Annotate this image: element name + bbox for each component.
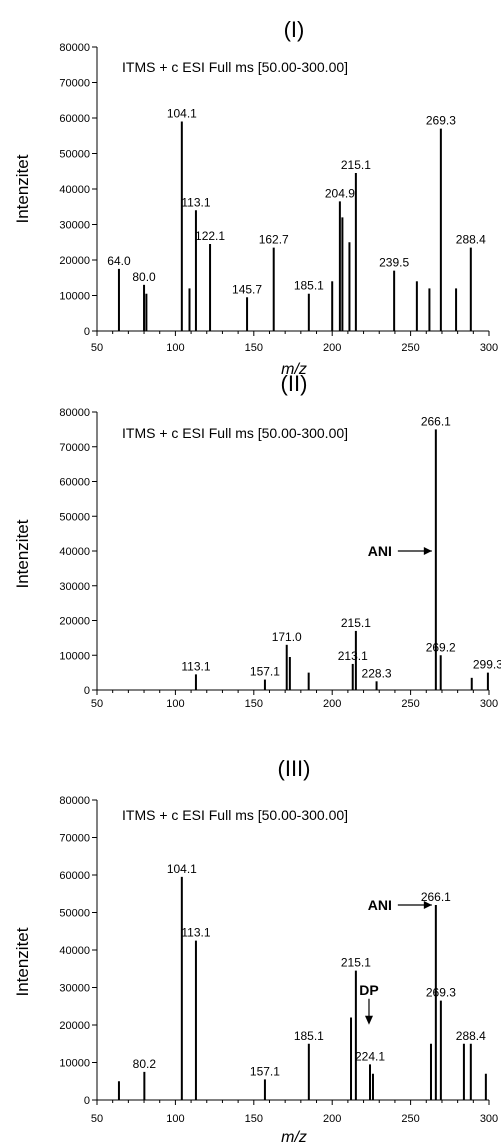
arrow-head (423, 901, 432, 909)
y-tick-label: 50000 (59, 149, 90, 161)
peak-label: 113.1 (181, 195, 210, 209)
x-tick-label: 50 (91, 698, 103, 710)
peak-label: 113.1 (181, 659, 210, 673)
y-tick-label: 0 (84, 1095, 90, 1107)
peak-label: 113.1 (181, 926, 210, 940)
spectrum-panel-1: (I) ITMS + c ESI Full ms [50.00-300.00] … (13, 17, 498, 378)
x-tick-label: 250 (401, 698, 419, 710)
x-axis-title: m/z (281, 361, 307, 378)
peak-label: 269.3 (426, 986, 456, 1000)
scan-info-text: ITMS + c ESI Full ms [50.00-300.00] (122, 425, 348, 441)
x-tick-label: 200 (323, 342, 341, 354)
annotation-label: ANI (368, 543, 392, 559)
x-tick-label: 300 (480, 698, 498, 710)
y-tick-label: 10000 (59, 291, 90, 303)
arrow-head (423, 547, 432, 555)
scan-info-text: ITMS + c ESI Full ms [50.00-300.00] (122, 807, 348, 823)
x-tick-label: 50 (91, 342, 103, 354)
y-tick-label: 20000 (59, 1020, 90, 1032)
peak-label: 122.1 (195, 229, 225, 243)
peak-label: 215.1 (341, 616, 371, 630)
y-tick-label: 40000 (59, 184, 90, 196)
peak-label: 162.7 (259, 233, 289, 247)
x-tick-label: 150 (245, 698, 263, 710)
peak-label: 145.7 (232, 282, 262, 296)
peak-label: 185.1 (294, 279, 324, 293)
scan-info-text: ITMS + c ESI Full ms [50.00-300.00] (122, 59, 348, 75)
peak-label: 104.1 (167, 862, 197, 876)
y-tick-label: 30000 (59, 581, 90, 593)
x-tick-label: 50 (91, 1113, 103, 1125)
x-tick-label: 100 (166, 698, 184, 710)
x-tick-label: 300 (480, 1113, 498, 1125)
y-tick-label: 50000 (59, 908, 90, 920)
peak-label: 80.0 (132, 270, 156, 284)
peak-label: 269.2 (426, 640, 456, 654)
y-tick-label: 80000 (59, 42, 90, 54)
peak-label: 80.2 (133, 1057, 157, 1071)
peak-label: 239.5 (379, 256, 409, 270)
y-tick-label: 20000 (59, 616, 90, 628)
y-axis-title: Intenzitet (13, 519, 32, 588)
y-tick-label: 60000 (59, 477, 90, 489)
peak-label: 215.1 (341, 956, 371, 970)
x-tick-label: 100 (166, 342, 184, 354)
x-tick-label: 250 (401, 1113, 419, 1125)
x-tick-label: 150 (245, 1113, 263, 1125)
peak-label: 228.3 (362, 666, 392, 680)
peak-label: 288.4 (456, 233, 486, 247)
x-tick-label: 250 (401, 342, 419, 354)
panel-title: (II) (281, 371, 308, 396)
x-tick-label: 100 (166, 1113, 184, 1125)
peak-label: 266.1 (421, 414, 451, 428)
peak-label: 185.1 (294, 1029, 324, 1043)
x-tick-label: 200 (323, 698, 341, 710)
arrow-head (364, 1015, 373, 1025)
peak-label: 215.1 (341, 158, 371, 172)
y-tick-label: 20000 (59, 255, 90, 267)
y-tick-label: 40000 (59, 945, 90, 957)
annotation-label: DP (359, 982, 378, 998)
peak-label: 213.1 (338, 649, 368, 663)
x-tick-label: 300 (480, 342, 498, 354)
y-tick-label: 80000 (59, 407, 90, 419)
x-tick-label: 150 (245, 342, 263, 354)
spectrum-panel-3: (III) ITMS + c ESI Full ms [50.00-300.00… (13, 756, 498, 1146)
y-tick-label: 10000 (59, 650, 90, 662)
y-tick-label: 30000 (59, 220, 90, 232)
y-axis-title: Intenzitet (13, 154, 32, 223)
x-tick-label: 200 (323, 1113, 341, 1125)
y-tick-label: 40000 (59, 546, 90, 558)
peak-label: 269.3 (426, 114, 456, 128)
panel-title: (III) (278, 756, 311, 781)
peak-label: 157.1 (250, 665, 280, 679)
y-tick-label: 10000 (59, 1058, 90, 1070)
y-tick-label: 70000 (59, 442, 90, 454)
panel-title: (I) (284, 17, 305, 42)
peak-label: 171.0 (272, 630, 302, 644)
peak-label: 266.1 (421, 890, 451, 904)
peak-label: 64.0 (107, 254, 131, 268)
annotation-label: ANI (368, 897, 392, 913)
y-tick-label: 50000 (59, 511, 90, 523)
peak-label: 288.4 (456, 1029, 486, 1043)
y-tick-label: 0 (84, 326, 90, 338)
x-axis-title: m/z (281, 1129, 307, 1146)
y-tick-label: 0 (84, 685, 90, 697)
peak-label: 299.3 (473, 658, 501, 672)
y-tick-label: 80000 (59, 795, 90, 807)
spectrum-panel-2: (II) ITMS + c ESI Full ms [50.00-300.00]… (13, 371, 501, 710)
y-tick-label: 70000 (59, 78, 90, 90)
peak-label: 157.1 (250, 1064, 280, 1078)
y-tick-label: 70000 (59, 833, 90, 845)
peak-label: 204.9 (325, 186, 355, 200)
y-tick-label: 30000 (59, 983, 90, 995)
y-tick-label: 60000 (59, 113, 90, 125)
y-axis-title: Intenzitet (13, 927, 32, 996)
y-tick-label: 60000 (59, 870, 90, 882)
peak-label: 104.1 (167, 107, 197, 121)
peak-label: 224.1 (355, 1049, 385, 1063)
